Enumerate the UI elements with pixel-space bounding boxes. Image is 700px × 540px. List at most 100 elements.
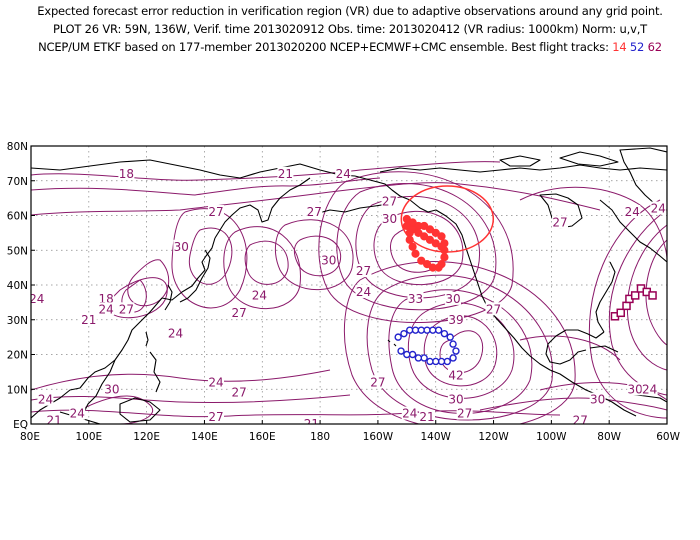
contour-label: 24 (402, 407, 417, 421)
contour-label-bg (447, 368, 464, 382)
coast-alaska (354, 175, 467, 249)
contour-label-bg (381, 194, 398, 208)
contour-label-bg (407, 291, 424, 305)
contour-south-27 (31, 369, 331, 391)
track-blue-point (403, 350, 411, 359)
contour-label: 21 (46, 414, 61, 428)
track-blue-point (400, 329, 408, 338)
contour-label: 27 (382, 195, 397, 209)
contour-south-24 (31, 394, 351, 404)
coast-arctic (379, 164, 667, 173)
contour-label: 24 (336, 167, 351, 181)
contour-label: 42 (448, 368, 463, 382)
contour-label: 24 (651, 202, 666, 216)
track-magenta-point (616, 308, 625, 318)
coast-cuba (589, 345, 619, 353)
track-red-point (402, 221, 411, 231)
y-axis-ticks: EQ 10N 20N 30N 40N 50N 60N 70N 80N (7, 141, 35, 431)
coast-central-america (599, 395, 637, 417)
contour-label-bg (80, 312, 97, 326)
contour-label-bg (456, 406, 473, 420)
track-red-point (425, 235, 435, 244)
contour-36b (373, 210, 464, 286)
track-label-magenta: 62 (647, 40, 662, 54)
contour-label: 24 (99, 302, 114, 316)
coast-hudson-bay (539, 193, 583, 229)
contour-label-bg (447, 392, 464, 406)
contour-label: 27 (208, 205, 223, 219)
contour-label-bg (46, 413, 63, 424)
contour-label-bg (173, 239, 190, 253)
contour-label-bg (641, 382, 658, 396)
contour-label: 27 (370, 375, 385, 389)
track-label-blue: 52 (629, 40, 645, 54)
track-red-point (414, 228, 423, 237)
contour-label-bg (485, 302, 502, 316)
contour-label: 30 (445, 292, 460, 306)
contour-label-bg (208, 410, 225, 424)
contour-label-bg (419, 410, 436, 424)
contour-label: 30 (104, 382, 119, 396)
contour-label-bg (208, 205, 225, 219)
track-red-point (420, 232, 429, 241)
contour-27 (343, 261, 576, 424)
x-tick-label: 140E (191, 431, 218, 443)
track-blue-point (414, 354, 423, 362)
track-red-point (411, 249, 420, 258)
contour-24-north (31, 182, 601, 216)
contour-label: 27 (232, 306, 247, 320)
track-red-point (440, 253, 449, 262)
contour-39 (423, 315, 498, 387)
contour-label-bg (355, 284, 372, 298)
contour-label-bg (572, 413, 589, 424)
contour-label: 24 (625, 205, 640, 219)
contour-label-bg (69, 406, 86, 420)
contour-label-bg (31, 291, 45, 305)
y-tick-label: 80N (7, 141, 28, 153)
contour-label-bg (401, 406, 418, 420)
contour-atl-1 (645, 239, 667, 346)
coast-east-asia (31, 237, 216, 419)
contour-label: 30 (174, 240, 189, 254)
header-line-2: PLOT 26 VR: 59N, 136W, Verif. time 20130… (53, 22, 647, 36)
contour-label: 27 (307, 205, 322, 219)
contour-label: 30 (590, 393, 605, 407)
track-label-red: 14 (612, 40, 627, 54)
contour-label: 27 (208, 410, 223, 424)
graticule (31, 146, 667, 424)
header-line-3-text: NCEP/UM ETKF based on 177-member 2013020… (38, 40, 609, 54)
contour-label: 24 (252, 288, 267, 302)
contour-label-bg (552, 215, 569, 229)
x-axis-ticks: 80E 100E 120E 140E 160E 180 160W 140W 120W 100W 80… (20, 420, 681, 443)
contour-label: 24 (356, 285, 371, 299)
contour-27c (274, 219, 354, 291)
track-red-point (420, 221, 429, 231)
coast-aleutians (314, 203, 389, 215)
contour-label: 27 (119, 302, 134, 316)
track-red-point (422, 260, 432, 269)
contour-label-bg (167, 326, 184, 340)
contour-label: 39 (448, 313, 463, 327)
contour-label-bg (303, 417, 320, 424)
y-tick-label: 10N (7, 384, 28, 396)
x-tick-label: 80W (597, 431, 621, 443)
contour-label: 24 (168, 327, 183, 341)
contour-label: 27 (457, 407, 472, 421)
contour-label: 30 (321, 254, 336, 268)
track-red-point (408, 242, 417, 251)
track-magenta-point (630, 291, 640, 300)
contour-30 (366, 274, 553, 421)
contour-label-bg (251, 288, 268, 302)
x-tick-label: 140W (421, 431, 452, 443)
coastlines (31, 147, 667, 424)
contour-label: 30 (628, 382, 643, 396)
coast-korea (164, 284, 173, 311)
coast-arctic-island-2 (499, 155, 541, 167)
contour-label-bg (627, 382, 644, 396)
coast-greenland (619, 147, 667, 211)
x-tick-label: 100E (75, 431, 102, 443)
contour-label: 24 (70, 407, 85, 421)
contour-label: 21 (278, 167, 293, 181)
